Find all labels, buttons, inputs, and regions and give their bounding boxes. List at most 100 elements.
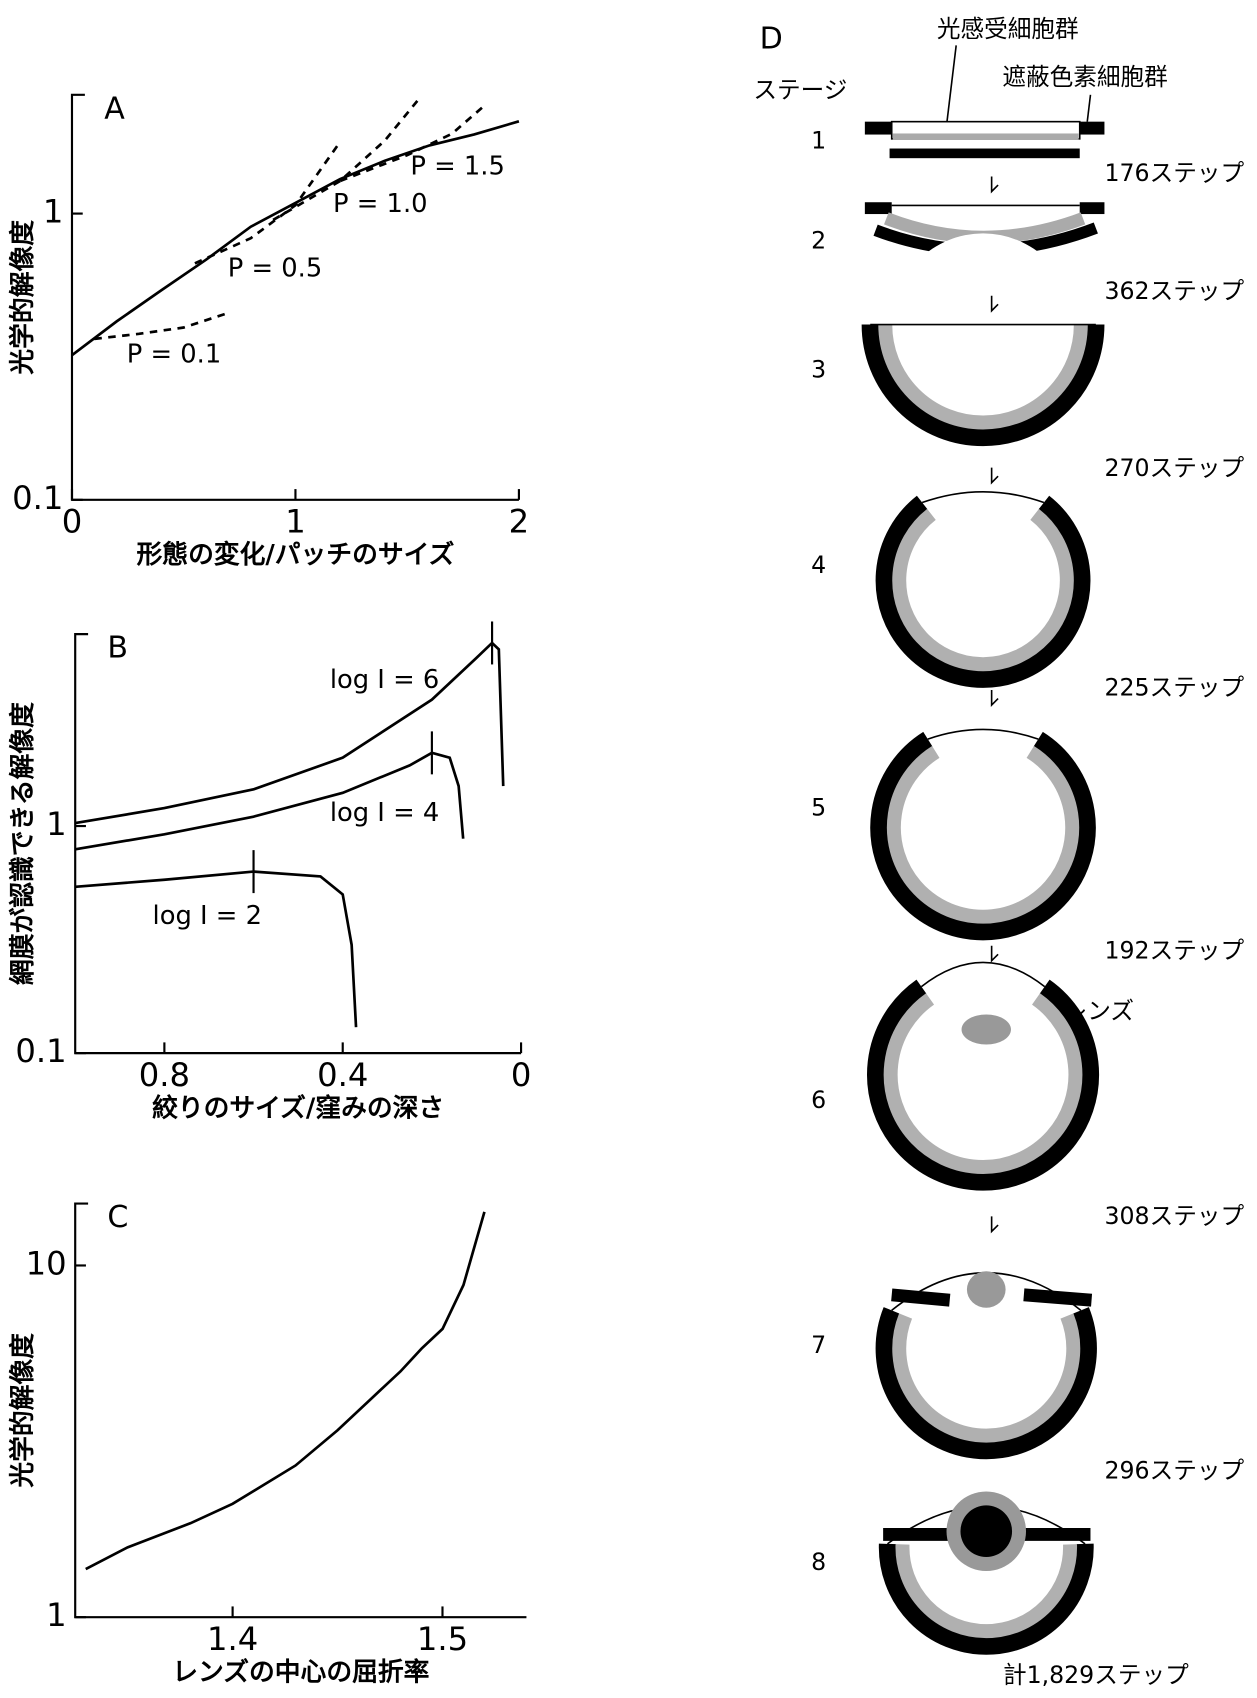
stage-number: 3 [811,355,826,383]
step-count: 225ステップ [1105,673,1245,701]
pigment-layer [870,731,1096,941]
lens [960,1505,1013,1558]
y-axis-label: 光学的解像度 [7,1333,38,1489]
membrane [920,961,1046,988]
series-label: P = 0.1 [127,339,221,369]
series-label: log I = 4 [330,798,439,828]
photoreceptor-layer [883,993,1083,1174]
pigment-cells [864,121,892,135]
x-tick-label: 0.8 [139,1056,190,1094]
x-axis-label: レンズの中心の屈折率 [172,1657,429,1688]
panel-label: C [107,1200,128,1235]
series-label: log I = 2 [153,901,262,931]
diagram: D 光感受細胞群 遮蔽色素細胞群 ステージ レンズ 計1,829ステップ 123… [753,15,1244,1689]
series-line [339,103,487,183]
pigment-layer [875,1307,1097,1460]
eye-interior [897,988,1069,1161]
eye-interior [905,1268,1067,1430]
x-axis-label: 絞りのサイズ/窪みの深さ [152,1092,444,1123]
arrow [990,945,999,963]
stage-header: ステージ [753,76,847,104]
membrane [927,728,1039,740]
arrow [990,689,999,707]
x-tick-label: 0 [62,502,82,540]
pigment-cells [891,1288,951,1307]
x-tick-label: 1.5 [417,1620,468,1658]
arrow [990,295,999,313]
step-count: 362ステップ [1105,277,1245,305]
photoreceptor-layer [895,1544,1078,1639]
stage-number: 7 [811,1331,826,1359]
x-tick-label: 2 [509,502,529,540]
photoreceptor-layer [886,745,1080,924]
step-count: 270ステップ [1105,454,1245,482]
y-axis-label: 網膜が認識できる解像度 [7,702,38,985]
arrow [990,467,999,485]
y-tick-label: 10 [26,1244,67,1282]
stage-number: 4 [811,551,826,579]
step-count: 192ステップ [1105,937,1245,965]
y-tick-label: 1 [46,1596,67,1634]
arrow [990,176,999,194]
pigment-layer [878,1543,1094,1655]
y-tick-label: 0.1 [15,1032,66,1070]
arrow [990,1216,999,1234]
axis [74,633,522,1055]
stage-number: 2 [811,226,826,254]
panel-label: A [104,91,125,126]
step-count: 296ステップ [1105,1457,1245,1485]
y-axis-label: 光学的解像度 [7,220,38,376]
pigment-cells [1023,1288,1093,1307]
eye-interior [905,503,1061,658]
pigment-label: 遮蔽色素細胞群 [1002,63,1167,91]
lens [961,1014,1011,1045]
series-line [85,1211,486,1571]
pigment-cells [1079,121,1105,135]
pigment-cells [1079,202,1105,215]
y-tick-label: 1 [46,805,67,843]
x-axis-label: 形態の変化/パッチのサイズ [137,539,455,570]
eye-interior [900,744,1066,911]
x-tick-label: 0 [511,1056,532,1094]
membrane [921,490,1045,504]
x-tick-label: 1.4 [207,1620,258,1658]
series-label: P = 1.0 [333,189,427,219]
pigment-layer [889,148,1080,159]
photoreceptor-label: 光感受細胞群 [937,15,1079,43]
panel-label: B [107,631,128,666]
stage-number: 6 [811,1086,826,1114]
series-line [74,641,505,825]
y-tick-label: 1 [43,193,64,231]
photoreceptor-layer [892,1313,1081,1443]
panel-label: D [760,22,783,57]
photoreceptor-layer [892,133,1079,140]
lens [966,1271,1006,1308]
series-line [75,870,358,1028]
pigment-layer [867,979,1100,1191]
leader-line [944,45,957,135]
photoreceptor-layer [892,508,1074,672]
series-label: P = 1.5 [410,151,504,181]
x-tick-label: 1 [285,502,306,540]
series-line [194,141,342,265]
stage-number: 1 [811,127,826,155]
pigment-cells [864,202,892,215]
series-line [74,751,465,851]
leader-line [1086,94,1092,122]
step-count: 308ステップ [1105,1202,1245,1230]
pigment-layer [861,324,1105,446]
axis [74,1202,527,1619]
x-tick-label: 0.4 [317,1056,368,1094]
pigment-layer [875,495,1091,688]
series-label: log I = 6 [330,665,439,695]
y-tick-label: 0.1 [12,479,63,517]
series-line [94,311,229,341]
step-count: 176ステップ [1105,159,1245,187]
photoreceptor-layer [878,324,1088,430]
total-steps: 計1,829ステップ [1003,1661,1189,1689]
stage-number: 8 [811,1548,826,1576]
series-label: P = 0.5 [228,253,322,283]
stage-number: 5 [811,794,826,822]
